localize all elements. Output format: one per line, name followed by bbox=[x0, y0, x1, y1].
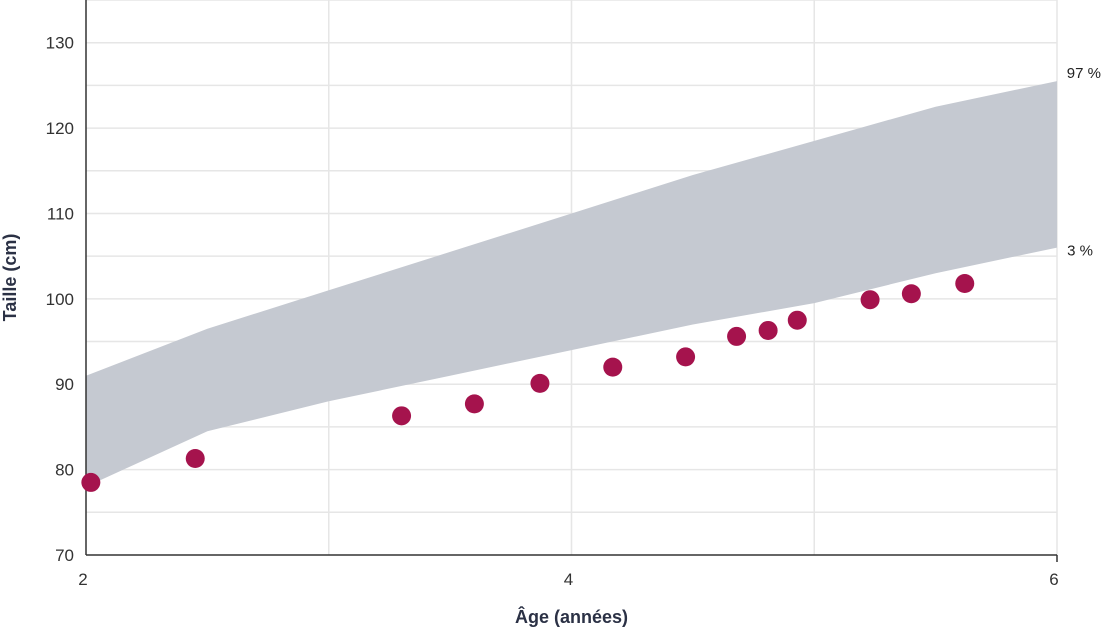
data-point bbox=[860, 290, 880, 310]
band-upper-label: 97 % bbox=[1067, 65, 1101, 82]
data-point bbox=[901, 284, 921, 304]
y-tick-label: 70 bbox=[55, 546, 74, 565]
data-point bbox=[787, 310, 807, 330]
axes bbox=[85, 0, 1058, 562]
data-point bbox=[676, 347, 696, 367]
y-tick-label: 100 bbox=[46, 290, 74, 309]
data-point bbox=[530, 373, 550, 393]
data-point bbox=[727, 326, 747, 346]
y-tick-label: 120 bbox=[46, 119, 74, 138]
y-tick-label: 80 bbox=[55, 461, 74, 480]
band-lower-label: 3 % bbox=[1067, 243, 1093, 260]
x-tick-label: 6 bbox=[1049, 570, 1058, 589]
y-tick-label: 90 bbox=[55, 375, 74, 394]
x-tick-label: 4 bbox=[564, 570, 573, 589]
x-tick-labels: 2 4 6 bbox=[78, 570, 1058, 589]
data-point bbox=[185, 449, 205, 469]
percentile-band bbox=[86, 81, 1057, 487]
percentile-band-area bbox=[86, 81, 1057, 487]
y-tick-label: 130 bbox=[46, 34, 74, 53]
data-points bbox=[81, 273, 975, 492]
y-tick-labels: 70 80 90 100 110 120 130 bbox=[46, 34, 74, 565]
data-point bbox=[955, 273, 975, 293]
data-point bbox=[81, 472, 101, 492]
data-point bbox=[603, 357, 623, 377]
data-point bbox=[464, 394, 484, 414]
data-point bbox=[392, 406, 412, 426]
x-tick-label: 2 bbox=[78, 570, 87, 589]
data-point bbox=[758, 320, 778, 340]
x-axis-title: Âge (années) bbox=[515, 606, 628, 627]
y-axis-title: Taille (cm) bbox=[0, 234, 20, 322]
y-tick-label: 110 bbox=[47, 204, 74, 223]
